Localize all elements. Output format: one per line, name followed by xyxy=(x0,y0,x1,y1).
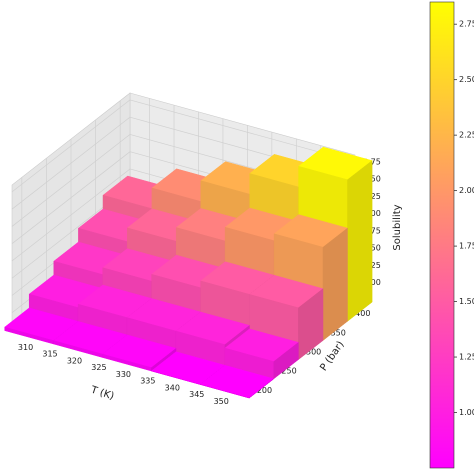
x-axis-label: T (K) xyxy=(88,384,115,402)
x-tick-label: 350 xyxy=(214,397,229,406)
y-tick-label: 300 xyxy=(306,348,321,357)
x-tick-label: 315 xyxy=(42,350,57,359)
x-tick-label: 345 xyxy=(189,390,204,399)
cell-side xyxy=(322,227,348,342)
colorbar-tick-label: 2.75 xyxy=(459,20,474,29)
y-tick-label: 200 xyxy=(257,386,272,395)
grid-line xyxy=(11,134,131,227)
surface-cell xyxy=(224,328,299,380)
x-tick-label: 330 xyxy=(116,370,131,379)
grid-line xyxy=(11,151,131,244)
cell-side xyxy=(249,378,274,399)
colorbar-tick-label: 2.00 xyxy=(459,186,474,195)
surface-cell xyxy=(199,365,275,399)
grid-line xyxy=(11,168,131,262)
x-tick-label: 310 xyxy=(18,343,33,352)
cell-side xyxy=(347,160,373,322)
colorbar-tick-label: 1.00 xyxy=(459,408,474,417)
colorbar-gradient xyxy=(429,1,455,469)
cell-side xyxy=(273,341,299,380)
colorbar-tick-label: 2.25 xyxy=(459,131,474,140)
grid-line xyxy=(11,99,131,193)
surface xyxy=(4,146,373,399)
x-tick-label: 335 xyxy=(140,377,155,386)
grid-line xyxy=(11,116,131,210)
colorbar: 1.00 1.25 1.50 1.75 2.00 2.25 2.50 2.75 xyxy=(429,1,474,469)
y-axis-label: P (bar) xyxy=(318,339,346,373)
y-tick-label: 400 xyxy=(355,309,370,318)
z-axis-label: Solubility xyxy=(392,204,403,250)
colorbar-tick-label: 1.25 xyxy=(459,353,474,362)
x-tick-label: 325 xyxy=(91,363,106,372)
x-tick-label: 340 xyxy=(165,383,180,392)
colorbar-tick-label: 1.75 xyxy=(459,242,474,251)
colorbar-tick-label: 2.50 xyxy=(459,75,474,84)
colorbar-tick-label: 1.50 xyxy=(459,297,474,306)
y-tick-label: 250 xyxy=(281,367,296,376)
y-tick-label: 350 xyxy=(331,328,346,337)
surface-cell xyxy=(101,334,177,372)
x-tick-label: 320 xyxy=(67,356,82,365)
